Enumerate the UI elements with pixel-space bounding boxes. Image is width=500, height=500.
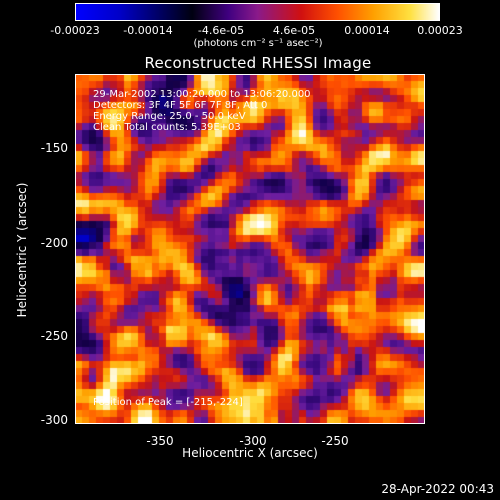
y-tick-label: -200 (40, 236, 68, 250)
x-axis-label: Heliocentric X (arcsec) (182, 446, 318, 460)
colorbar-tick: 4.6e-05 (272, 24, 316, 37)
colorbar-unit-label: (photons cm⁻² s⁻¹ asec⁻²) (193, 38, 323, 49)
info-time-range: 29-Mar-2002 13:00:20.000 to 13:06:20.000 (93, 89, 311, 100)
info-detectors: Detectors: 3F 4F 5F 6F 7F 8F, Att 0 (93, 100, 268, 111)
y-tick-label: -250 (40, 329, 68, 343)
y-tick-label: -150 (40, 141, 68, 155)
y-tick-labels: -150 -200 -250 -300 (0, 0, 68, 500)
colorbar-tick: -4.6e-05 (197, 24, 245, 37)
info-energy-range: Energy Range: 25.0 - 50.0 keV (93, 111, 246, 122)
colorbar-tick: -0.00023 (50, 24, 100, 37)
colorbar (75, 3, 440, 21)
plot-frame (75, 74, 425, 424)
colorbar-tick: 0.00014 (344, 24, 390, 37)
info-clean-counts: Clean Total counts: 5.39E+03 (93, 122, 241, 133)
x-tick-label: -300 (239, 434, 267, 448)
x-tick-label: -350 (146, 434, 174, 448)
x-tick-label: -250 (321, 434, 349, 448)
colorbar-tick: -0.00014 (123, 24, 173, 37)
heatmap-image (75, 74, 425, 424)
chart-title: Reconstructed RHESSI Image (144, 54, 372, 72)
timestamp: 28-Apr-2022 00:43 (381, 482, 494, 496)
y-tick-label: -300 (40, 413, 68, 427)
peak-position-label: Position of Peak = [-215,-224] (93, 397, 243, 408)
y-axis-label: Heliocentric Y (arcsec) (15, 182, 29, 318)
colorbar-tick: 0.00023 (417, 24, 463, 37)
